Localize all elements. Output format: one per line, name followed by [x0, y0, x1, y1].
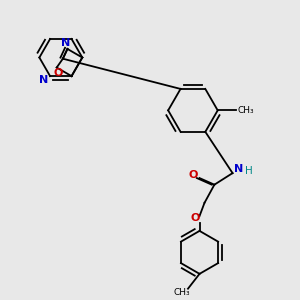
Text: O: O	[191, 213, 200, 223]
Text: N: N	[61, 38, 70, 48]
Text: O: O	[54, 68, 63, 79]
Text: N: N	[234, 164, 243, 174]
Text: N: N	[39, 75, 48, 85]
Text: H: H	[244, 167, 252, 176]
Text: O: O	[188, 170, 198, 180]
Text: CH₃: CH₃	[238, 106, 254, 115]
Text: CH₃: CH₃	[173, 287, 190, 296]
